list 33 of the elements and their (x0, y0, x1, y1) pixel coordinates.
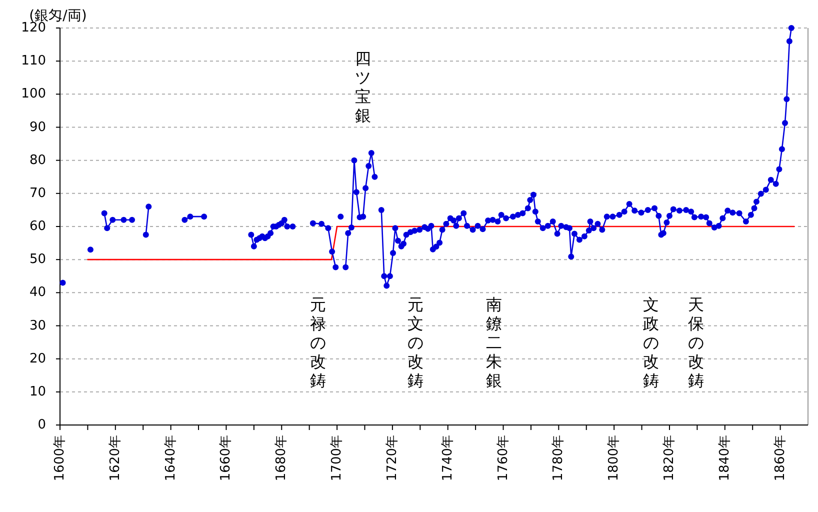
x-tick-label: 1660年 (218, 435, 234, 482)
x-tick-label: 1760年 (496, 435, 511, 482)
x-tick-label: 1600年 (52, 435, 68, 482)
x-tick-label: 1780年 (551, 435, 566, 482)
y-tick-label: 120 (21, 20, 46, 36)
y-tick-label: 0 (38, 418, 46, 432)
annotation: 元文の改鋳 (407, 294, 424, 390)
y-tick-label: 70 (29, 186, 46, 201)
annotation: 元禄の改鋳 (310, 294, 326, 390)
y-tick-label: 80 (29, 152, 46, 168)
annotation: 南鐐二朱銀 (486, 294, 502, 390)
x-tick-label: 1840年 (717, 435, 732, 482)
x-tick-label: 1800年 (606, 435, 622, 482)
annotation: 文政の改鋳 (642, 294, 659, 390)
annotation: 四ツ宝銀 (354, 48, 371, 125)
y-tick-label: 20 (29, 351, 46, 366)
x-tick-label: 1820年 (662, 435, 677, 482)
y-tick-label: 40 (29, 285, 46, 300)
y-tick-label: 110 (21, 54, 46, 69)
x-tick-label: 1640年 (163, 435, 178, 482)
y-tick-label: 90 (29, 120, 46, 135)
x-tick-label: 1700年 (330, 435, 345, 482)
x-tick-label: 1740年 (440, 435, 456, 482)
y-tick-label: 50 (29, 252, 46, 268)
y-tick-label: 10 (29, 384, 46, 400)
x-tick-label: 1620年 (108, 435, 123, 482)
y-tick-label: 100 (21, 86, 46, 102)
annotation: 天保の改鋳 (688, 294, 704, 390)
x-tick-label: 1860年 (772, 435, 788, 482)
x-tick-label: 1680年 (274, 435, 290, 482)
y-tick-label: 60 (29, 219, 46, 234)
x-tick-label: 1720年 (384, 435, 400, 482)
y-tick-label: 30 (29, 318, 46, 334)
